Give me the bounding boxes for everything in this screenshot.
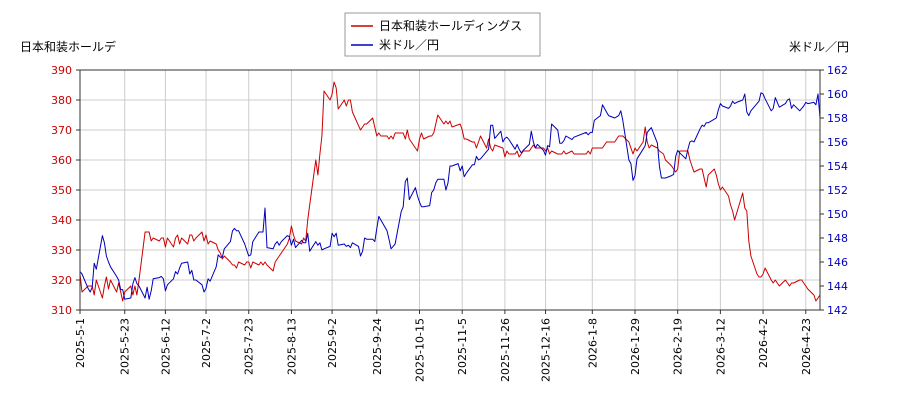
x-tick-label: 2025-5-23 [119, 318, 132, 375]
right-tick-label: 154 [827, 160, 848, 173]
x-tick-label: 2025-11-5 [456, 318, 469, 375]
x-tick-label: 2025-11-26 [499, 318, 512, 382]
legend-box [344, 12, 541, 57]
x-tick-label: 2026-4-2 [757, 318, 770, 368]
x-tick-label: 2025-7-2 [200, 318, 213, 368]
right-tick-label: 156 [827, 136, 848, 149]
right-tick-label: 148 [827, 232, 848, 245]
series-line-usdjpy [79, 92, 821, 300]
x-tick-label: 2026-2-19 [672, 318, 685, 375]
right-tick-label: 158 [827, 112, 848, 125]
x-tick-label: 2025-6-12 [159, 318, 172, 375]
series-layer [79, 81, 821, 302]
x-tick-label: 2025-12-16 [540, 318, 553, 382]
right-axis-title: 米ドル／円 [789, 40, 849, 54]
left-axis: 310 320 330 340 350 360 370 380 390 [51, 64, 80, 317]
legend: 日本和装ホールディングス 米ドル／円 [344, 12, 541, 57]
left-tick-label: 320 [51, 274, 72, 287]
legend-label-stock: 日本和装ホールディングス [379, 18, 522, 33]
right-tick-label: 152 [827, 184, 848, 197]
x-tick-label: 2026-3-12 [714, 318, 727, 375]
left-tick-label: 380 [51, 94, 72, 107]
x-tick-label: 2025-7-23 [243, 318, 256, 375]
left-tick-label: 370 [51, 124, 72, 137]
right-tick-label: 144 [827, 280, 848, 293]
right-tick-label: 150 [827, 208, 848, 221]
right-tick-label: 162 [827, 64, 848, 77]
x-tick-label: 2025-5-1 [74, 318, 87, 368]
left-axis-title: 日本和装ホールデ [20, 39, 116, 54]
x-tick-label: 2026-1-29 [629, 318, 642, 375]
x-tick-label: 2026-4-23 [800, 318, 813, 375]
left-tick-label: 390 [51, 64, 72, 77]
x-tick-label: 2025-9-24 [371, 318, 384, 375]
grid [79, 69, 820, 311]
left-tick-label: 330 [51, 244, 72, 257]
left-tick-label: 360 [51, 154, 72, 167]
x-tick-label: 2025-9-2 [326, 318, 339, 368]
left-tick-label: 340 [51, 214, 72, 227]
right-tick-label: 146 [827, 256, 848, 269]
x-axis: 2025-5-1 2025-5-23 2025-6-12 2025-7-2 2025-7… [74, 310, 813, 382]
x-tick-label: 2026-1-8 [586, 318, 599, 368]
left-tick-label: 310 [51, 304, 72, 317]
right-tick-label: 142 [827, 304, 848, 317]
right-tick-label: 160 [827, 88, 848, 101]
x-tick-label: 2025-8-13 [285, 318, 298, 375]
left-tick-label: 350 [51, 184, 72, 197]
x-tick-label: 2025-10-15 [414, 318, 427, 382]
series-line-stock [79, 81, 821, 302]
legend-label-usdjpy: 米ドル／円 [379, 38, 439, 52]
right-axis: 142 144 146 148 150 152 154 156 158 160 162 [820, 64, 848, 317]
